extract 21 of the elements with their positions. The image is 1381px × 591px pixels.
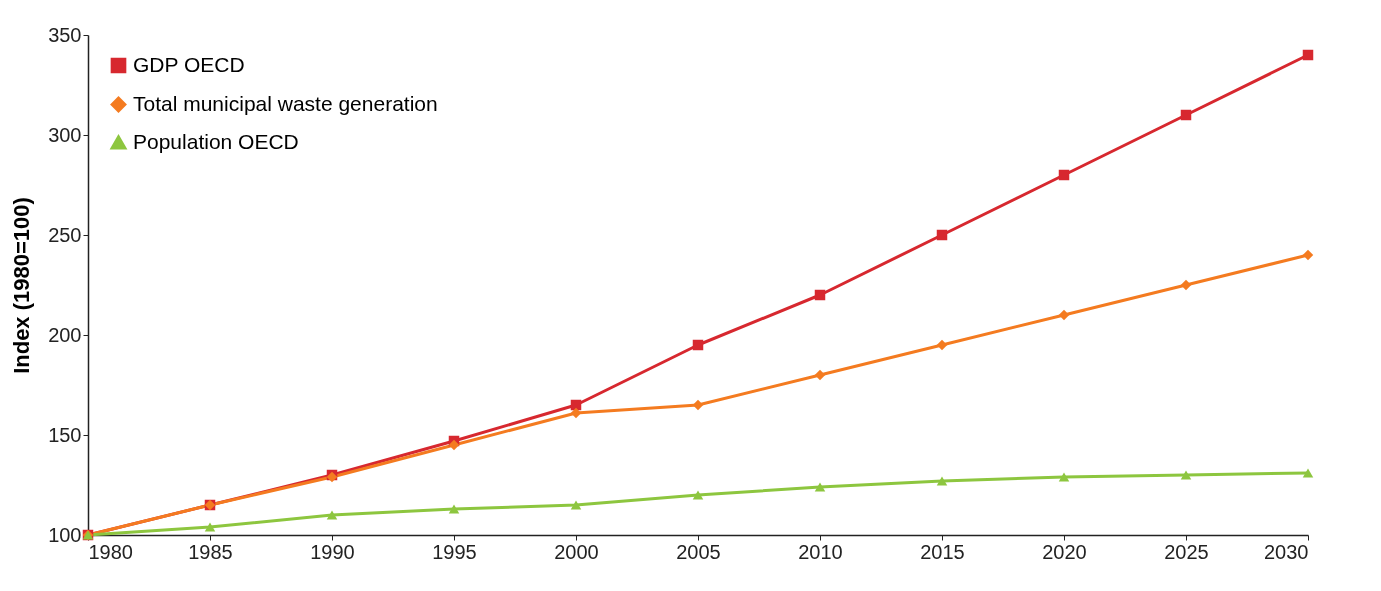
y-tick-label: 150 bbox=[48, 423, 82, 446]
x-tick-label: 2005 bbox=[676, 540, 721, 563]
y-tick-label: 300 bbox=[48, 123, 82, 146]
x-tick-label: 1980 bbox=[88, 540, 133, 563]
x-tick-label: 2000 bbox=[554, 540, 599, 563]
x-tick-label: 1990 bbox=[310, 540, 355, 563]
y-tick-label: 100 bbox=[48, 523, 82, 546]
legend-label: Total municipal waste generation bbox=[133, 91, 438, 115]
x-tick-label: 2020 bbox=[1042, 540, 1087, 563]
x-tick-label: 2030 bbox=[1264, 540, 1309, 563]
y-tick-label: 250 bbox=[48, 223, 82, 246]
y-axis-title: Index (1980=100) bbox=[9, 197, 35, 374]
legend-label: GDP OECD bbox=[133, 52, 245, 76]
x-tick-label: 1985 bbox=[188, 540, 233, 563]
x-tick-label: 2025 bbox=[1164, 540, 1209, 563]
x-tick-label: 2010 bbox=[798, 540, 843, 563]
y-tick-label: 350 bbox=[48, 23, 82, 46]
x-tick-label: 1995 bbox=[432, 540, 477, 563]
x-tick-label: 2015 bbox=[920, 540, 965, 563]
legend-label: Population OECD bbox=[133, 129, 299, 153]
y-tick-label: 200 bbox=[48, 323, 82, 346]
